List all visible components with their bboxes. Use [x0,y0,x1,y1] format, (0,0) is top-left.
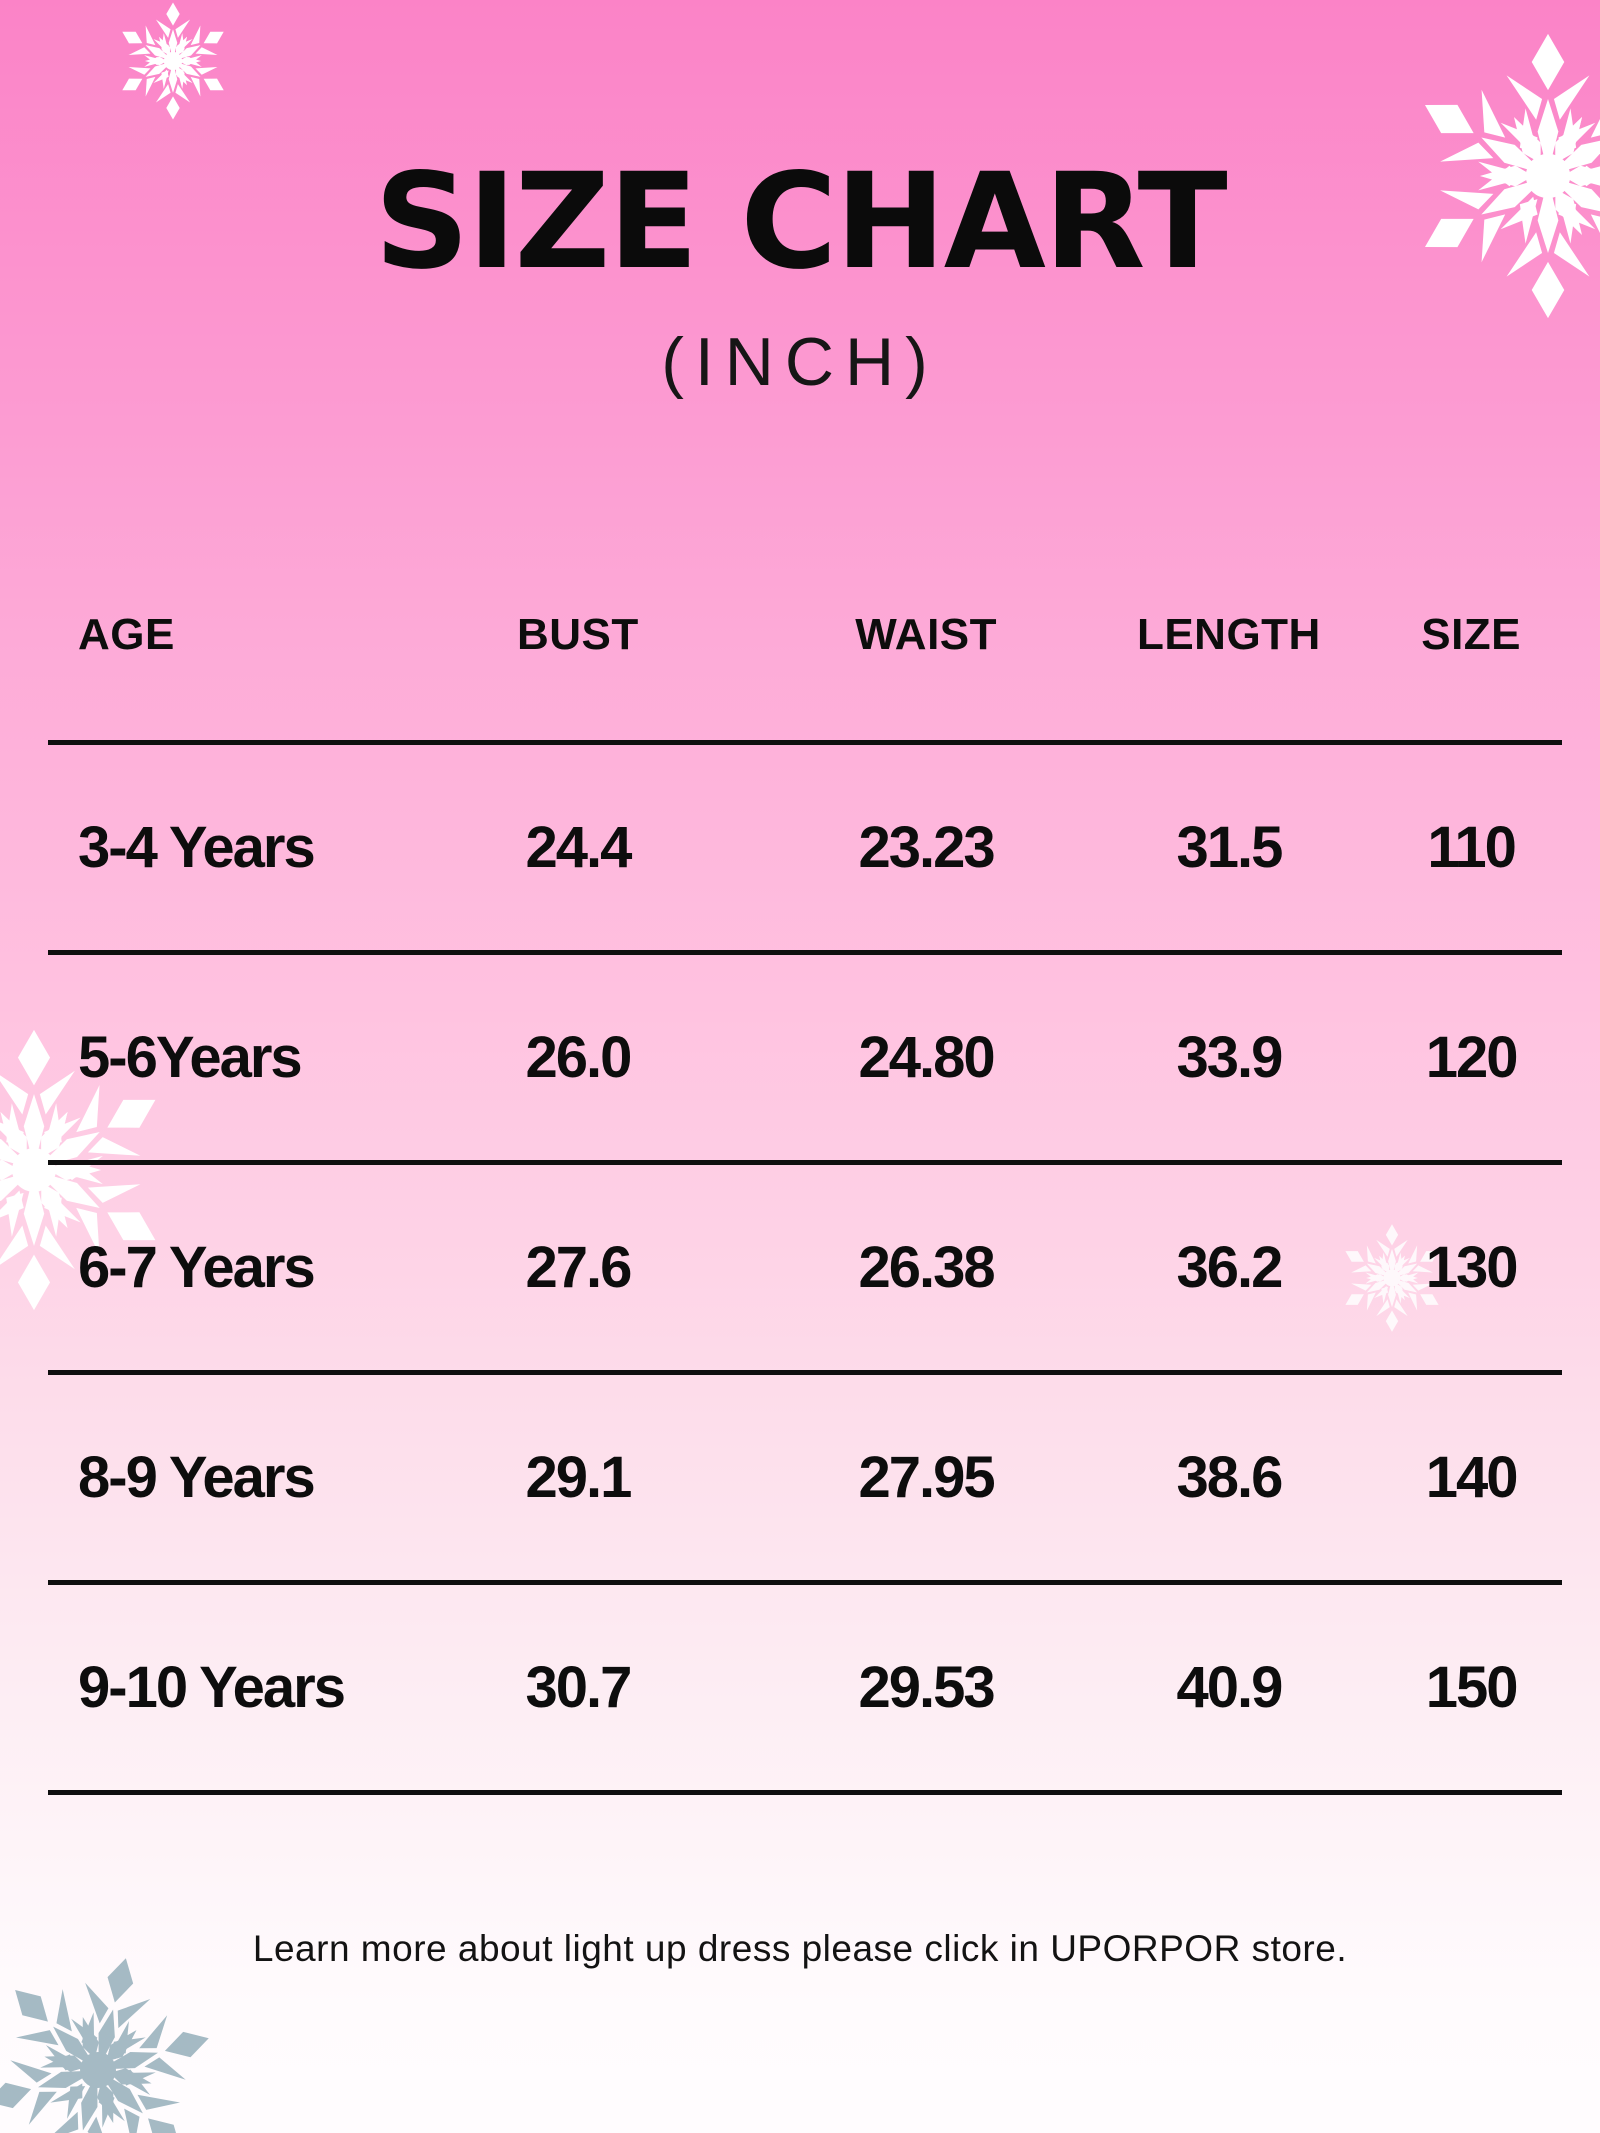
chart-header: SIZE CHART (INCH) [0,145,1600,401]
table-row: 5-6Years 26.0 24.80 33.9 120 [48,955,1562,1165]
cell-age: 6-7 Years [78,1235,316,1300]
size-table: AGE BUST WAIST LENGTH SIZE 3-4 Years 24.… [48,598,1562,1795]
cell-bust: 27.6 [525,1235,632,1300]
cell-length: 38.6 [1176,1445,1283,1510]
cell-size: 110 [1427,815,1517,880]
table-row: 8-9 Years 29.1 27.95 38.6 140 [48,1375,1562,1585]
cell-bust: 24.4 [525,815,632,880]
cell-length: 31.5 [1176,815,1283,880]
cell-size: 130 [1425,1235,1519,1300]
cell-waist: 29.53 [858,1655,996,1720]
unit-subtitle: (INCH) [661,324,939,401]
cell-age: 5-6Years [78,1025,303,1090]
cell-age: 9-10 Years [78,1655,346,1720]
cell-age: 3-4 Years [78,815,316,880]
column-header-length: LENGTH [1136,610,1321,659]
cell-waist: 24.80 [858,1025,996,1090]
cell-waist: 27.95 [858,1445,996,1510]
table-header-row: AGE BUST WAIST LENGTH SIZE [48,598,1562,745]
table-row: 9-10 Years 30.7 29.53 40.9 150 [48,1585,1562,1795]
cell-size: 140 [1425,1445,1519,1510]
cell-bust: 30.7 [525,1655,632,1720]
column-header-size: SIZE [1421,610,1522,659]
page-title: SIZE CHART [374,145,1227,299]
column-header-bust: BUST [517,610,639,659]
cell-length: 40.9 [1176,1655,1283,1720]
cell-length: 36.2 [1176,1235,1283,1300]
cell-bust: 26.0 [525,1025,632,1090]
cell-size: 150 [1425,1655,1519,1720]
table-row: 6-7 Years 27.6 26.38 36.2 130 [48,1165,1562,1375]
column-header-age: AGE [78,610,175,659]
cell-age: 8-9 Years [78,1445,316,1510]
cell-waist: 26.38 [858,1235,996,1300]
column-header-waist: WAIST [855,610,998,659]
table-row: 3-4 Years 24.4 23.23 31.5 110 [48,745,1562,955]
cell-size: 120 [1425,1025,1519,1090]
cell-waist: 23.23 [858,815,996,880]
cell-length: 33.9 [1176,1025,1283,1090]
cell-bust: 29.1 [525,1445,632,1510]
footer-note: Learn more about light up dress please c… [252,1928,1348,1969]
